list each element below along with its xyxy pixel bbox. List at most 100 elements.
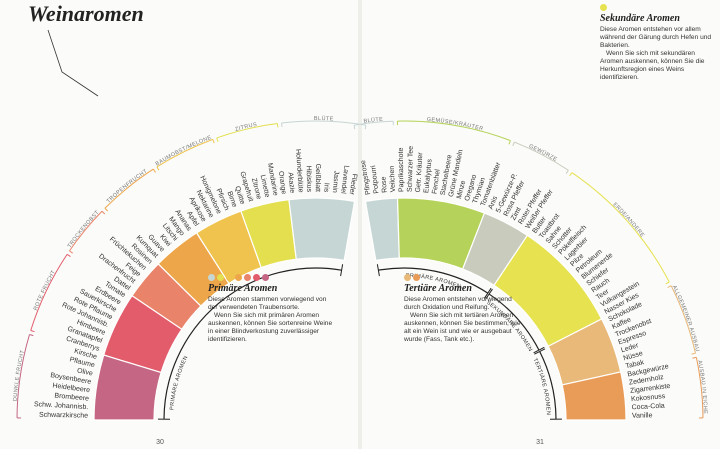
legend-text: Wenn Sie sich mit tertiären Aromen auske… (404, 312, 521, 343)
group-label-text: ROTE FRUCHT (33, 269, 57, 311)
group-bracket-tick (156, 166, 160, 171)
stage-arc (488, 293, 540, 351)
aroma-label: Vanille (632, 412, 653, 419)
group-bracket-tick (667, 285, 672, 288)
aroma-label: Kokosnuss (631, 393, 666, 403)
group-label-text: BLÜTE (363, 117, 383, 125)
legend: Tertiäre Aromen Diese Aromen entstehen vo… (404, 274, 522, 344)
legend-dot (600, 4, 607, 11)
group-label-text: GEMÜSE/KRÄUTER (426, 117, 483, 133)
aroma-label: Tabak (625, 359, 645, 370)
aroma-label: Schwarzkirsche (39, 412, 88, 420)
group-label: BLÜTE (363, 117, 383, 125)
group-label-text: ZITRUS (235, 122, 258, 133)
aroma-label: Eukalyptus (423, 158, 433, 193)
group-label-text: AUSBAU IN EICHE (696, 360, 707, 414)
aroma-label: Orange (277, 171, 287, 195)
stage-tick (376, 264, 380, 277)
group-bracket-tick (353, 125, 356, 130)
aroma-label: Flieder (348, 173, 358, 196)
group-bracket (670, 285, 696, 354)
stage-arc (163, 267, 342, 420)
aroma-label: Getr. Kräuter (415, 152, 425, 193)
group-label: DUNKLE FRUCHT (13, 349, 27, 401)
group-bracket (104, 168, 154, 209)
stage-arc (539, 351, 557, 420)
legend-title: Tertiäre Aromen (404, 283, 472, 294)
group-label: ALLGEMEINER AUSBAU (670, 285, 699, 353)
group-bracket (156, 138, 213, 168)
group-bracket (30, 254, 68, 331)
group-bracket-tick (152, 168, 156, 173)
stage-tick (533, 346, 545, 354)
group-bracket-tick (216, 137, 219, 142)
aroma-label: Lavendel (339, 165, 349, 194)
group-bracket (514, 141, 569, 171)
aroma-label: Hibiskus (305, 166, 313, 193)
aroma-label: Anis (488, 195, 500, 211)
legend-dots (404, 274, 522, 281)
legend-dots (600, 4, 712, 11)
aroma-label: Schwarzer Tee (407, 146, 415, 192)
stage-label: TERTIÄRE AROMEN (531, 358, 550, 416)
aroma-label: Holunderblüte (294, 149, 304, 193)
legend-dot (262, 274, 269, 281)
aroma-label: Paprikaschote (398, 148, 405, 193)
group-label-text: TROCKENOBST (67, 210, 101, 250)
aroma-label: Rose (380, 176, 388, 193)
aroma-segment (102, 294, 183, 374)
legend-text: Wenn Sie sich mit primären Aromen ausken… (208, 312, 333, 343)
group-label: GEWÜRZE (528, 144, 558, 164)
page-number: 30 (156, 439, 164, 446)
legend-text: Diese Aromen entstehen vor allem während… (600, 26, 712, 49)
aroma-label: Geißblatt (314, 164, 321, 193)
group-bracket-tick (276, 123, 279, 128)
stage-tick (534, 348, 546, 355)
legend-dots (208, 274, 336, 281)
legend-title: Primäre Aromen (208, 283, 278, 294)
group-label-text: BAUMOBST/MELONE (155, 135, 213, 168)
legend-text: Wenn Sie sich mit sekundären Aromen ausk… (600, 50, 705, 81)
legend-dot (413, 274, 420, 281)
aroma-segment (157, 232, 230, 307)
group-bracket-tick (569, 172, 573, 177)
page-title: Weinaromen (28, 1, 144, 26)
stage-tick (485, 288, 493, 300)
group-label-text: TROPENFRUCHT (106, 169, 149, 205)
group-label-text: ERDE/ANDERE (611, 202, 644, 239)
group-bracket (216, 123, 278, 139)
legend-text: Diese Aromen stammen vorwiegend von der … (208, 296, 327, 311)
group-label-text: BLÜTE (314, 115, 333, 122)
group-bracket-tick (104, 207, 109, 212)
aroma-label: Olive (76, 367, 93, 377)
legend: Primäre Aromen Diese Aromen stammen vorwi… (208, 274, 336, 344)
title-pointer (47, 29, 99, 97)
legend-dot (226, 274, 233, 281)
group-label: AUSBAU IN EICHE (696, 360, 708, 414)
stage-tick (484, 287, 492, 299)
aroma-label: Schw. Johannisb. (34, 401, 89, 411)
aroma-segment (561, 371, 627, 421)
stage-label: PRIMÄRE AROMEN (170, 355, 190, 410)
aroma-label: Heidelbeere (52, 382, 90, 394)
legend-dot (253, 274, 260, 281)
group-bracket (571, 172, 670, 283)
aroma-label: Minze (456, 180, 467, 200)
group-label: ZITRUS (235, 122, 258, 133)
group-label: ROTE FRUCHT (33, 269, 57, 311)
group-bracket-tick (364, 125, 367, 130)
group-bracket-tick (691, 352, 696, 355)
group-label: GEMÜSE/KRÄUTER (426, 117, 483, 133)
legend-dot (404, 274, 411, 281)
group-bracket-tick (565, 169, 569, 174)
aroma-label: Akazie (286, 172, 295, 194)
aroma-label: Veilchen (389, 166, 397, 193)
group-bracket (16, 334, 30, 418)
stage-arc (378, 267, 489, 294)
aroma-label: Iris (322, 183, 329, 193)
group-bracket-tick (665, 281, 670, 285)
legend-dot (217, 274, 224, 281)
group-label-text: ALLGEMEINER AUSBAU (670, 285, 699, 353)
aroma-segment (93, 354, 162, 421)
